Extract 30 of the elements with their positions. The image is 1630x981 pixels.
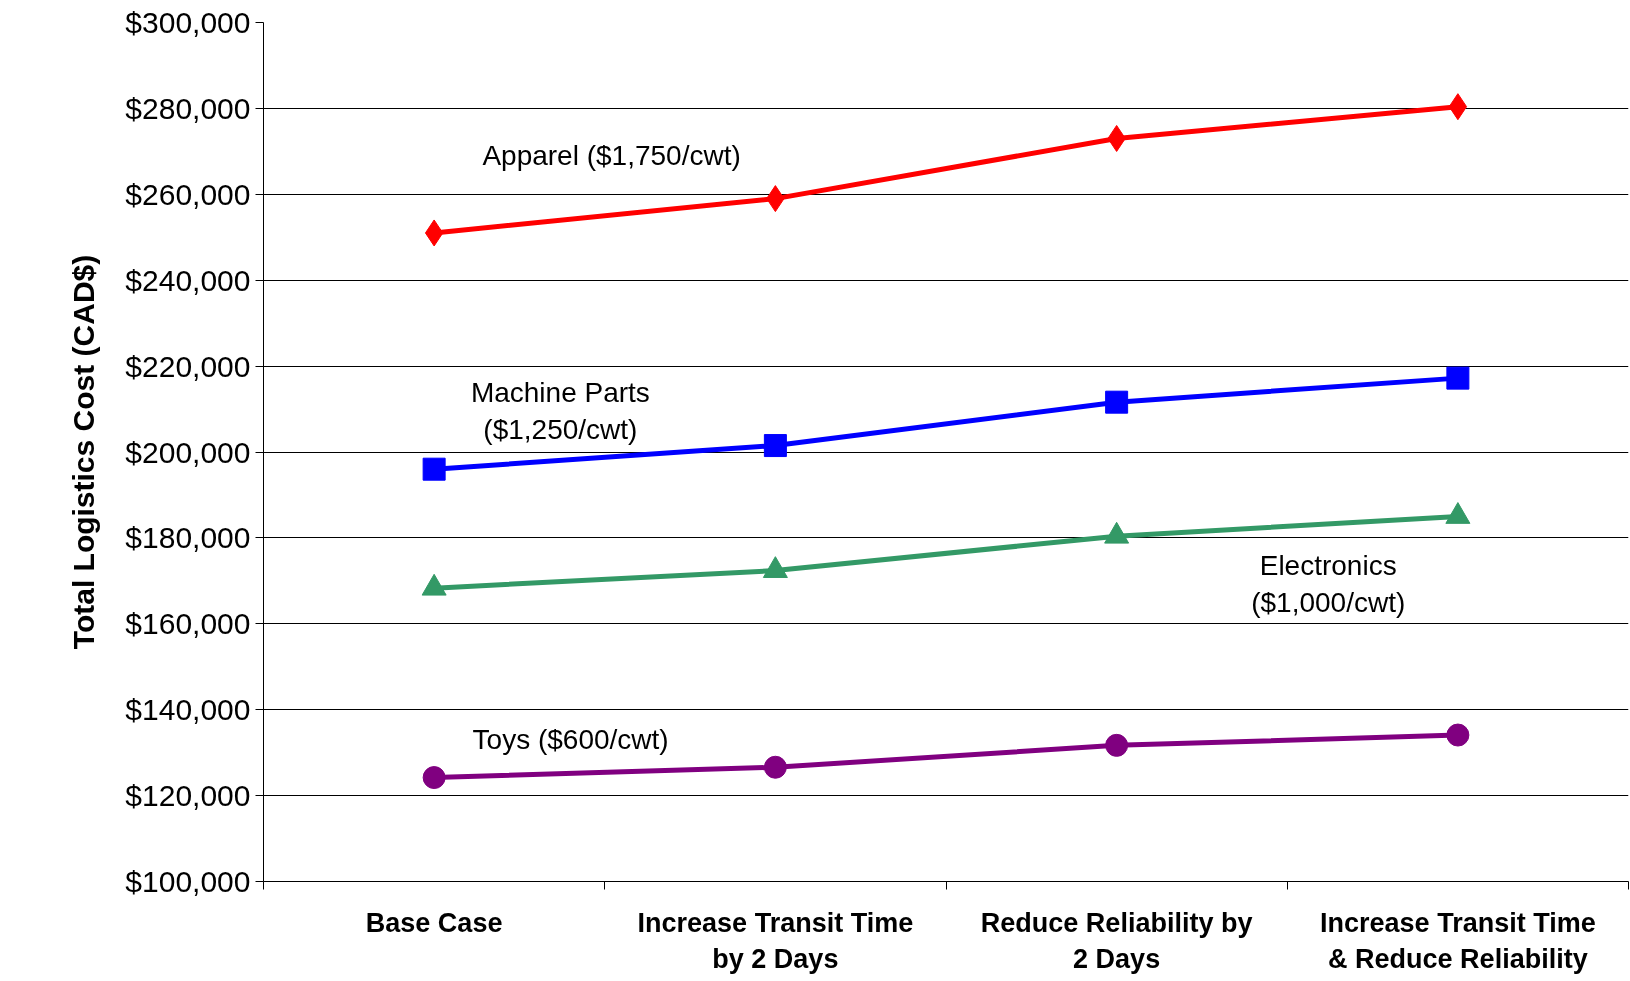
series-label: Toys ($600/cwt) [472, 724, 669, 756]
x-tick-label: Increase Transit Time by 2 Days [637, 907, 914, 974]
point [422, 457, 446, 481]
point [1448, 93, 1468, 121]
series-label: Machine Parts ($1,250/cwt) [470, 376, 650, 445]
x-tick-label: Reduce Reliability by 2 Days [980, 907, 1253, 974]
y-tick-label: $180,000 [125, 521, 251, 555]
y-tick-label: $140,000 [125, 693, 251, 727]
y-tick-label: $280,000 [125, 91, 251, 125]
x-tick-label: Base Case [365, 907, 503, 938]
y-tick-label: $100,000 [125, 865, 251, 898]
y-tick-label: $160,000 [125, 607, 251, 641]
series-label: Electronics ($1,000/cwt) [1251, 550, 1406, 619]
point [422, 766, 446, 790]
x-tick-label: Increase Transit Time & Reduce Reliability [1320, 907, 1596, 974]
y-tick-label: $240,000 [125, 263, 251, 297]
point [763, 434, 787, 458]
y-tick-label: $300,000 [125, 6, 251, 39]
point [1446, 366, 1470, 390]
y-tick-label: $220,000 [125, 349, 251, 383]
y-tick-label: $120,000 [125, 779, 251, 813]
point [1105, 390, 1129, 414]
point [763, 755, 787, 779]
y-axis-title: Total Logistics Cost (CAD$) [67, 254, 101, 650]
point [1105, 733, 1129, 757]
point [424, 219, 444, 247]
y-tick-label: $200,000 [125, 435, 251, 469]
series-label: Apparel ($1,750/cwt) [482, 140, 741, 172]
y-tick-label: $260,000 [125, 177, 251, 211]
point [1446, 723, 1470, 747]
